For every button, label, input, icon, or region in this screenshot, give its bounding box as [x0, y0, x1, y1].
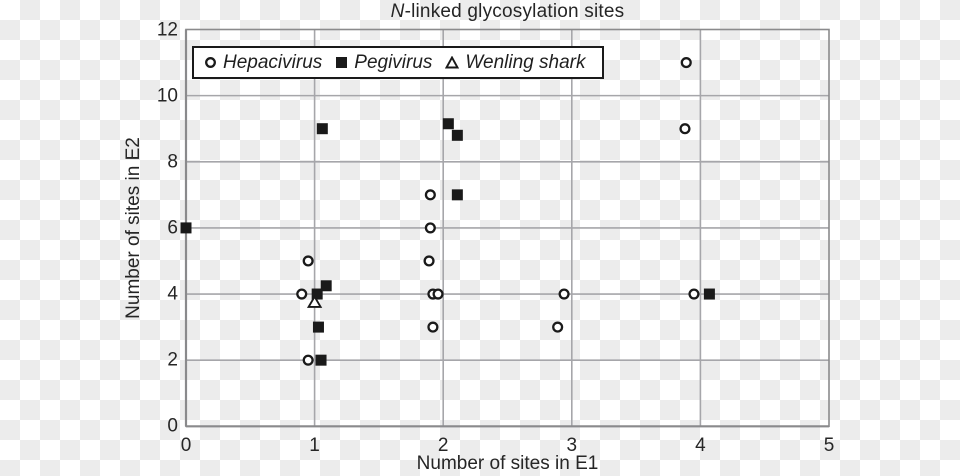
x-tick-label: 1	[309, 435, 320, 456]
legend-label-pegivirus: Pegivirus	[354, 51, 433, 73]
chart-title-italic-part: N	[390, 1, 405, 22]
pegivirus-point	[312, 321, 324, 333]
pegivirus-point	[180, 222, 192, 234]
pegivirus-point	[316, 123, 328, 135]
chart-title-rest-part: -linked glycosylation sites	[404, 1, 625, 22]
y-tick-label: 4	[167, 283, 178, 305]
y-tick-label: 6	[167, 217, 178, 239]
hepacivirus-point	[424, 222, 436, 234]
hepacivirus-point	[424, 189, 436, 201]
x-axis-label: Number of sites in E1	[416, 453, 599, 474]
hepacivirus-point	[302, 255, 314, 267]
wenling-shark-point	[306, 294, 323, 308]
y-tick-label: 12	[156, 19, 178, 40]
x-tick-label: 5	[823, 435, 835, 456]
hepacivirus-point	[296, 288, 308, 300]
legend-item-wenling-shark: Wenling shark	[445, 52, 585, 74]
hepacivirus-point	[680, 57, 692, 69]
y-tick-label: 2	[167, 349, 178, 371]
legend-label-hepacivirus: Hepacivirus	[223, 51, 323, 73]
hepacivirus-point	[427, 321, 439, 333]
pegivirus-point	[451, 129, 463, 141]
pegivirus-point	[320, 280, 332, 292]
legend-item-hepacivirus: Hepacivirus	[204, 52, 322, 74]
y-tick-label: 10	[156, 85, 178, 107]
x-tick-label: 3	[566, 435, 578, 456]
y-tick-label: 0	[167, 415, 178, 437]
hepacivirus-point	[423, 255, 435, 267]
x-tick-label: 0	[180, 435, 192, 456]
y-tick-label: 8	[167, 151, 178, 173]
chart-title: N-linked glycosylation sites	[186, 0, 829, 24]
hepacivirus-point	[302, 354, 314, 366]
pegivirus-point	[315, 354, 327, 366]
legend-item-pegivirus: Pegivirus	[335, 52, 432, 74]
hepacivirus-point	[679, 123, 691, 135]
pegivirus-point	[703, 288, 715, 300]
hepacivirus-point	[558, 288, 570, 300]
hepacivirus-point	[432, 288, 444, 300]
hepacivirus-point	[552, 321, 564, 333]
pegivirus-point	[442, 118, 454, 130]
filled-square-icon	[336, 57, 348, 68]
open-circle-icon	[205, 57, 216, 68]
x-tick-label: 4	[695, 435, 706, 456]
legend-label-wenling-shark: Wenling shark	[465, 51, 586, 73]
open-triangle-icon	[445, 56, 460, 69]
pegivirus-point	[451, 189, 463, 201]
pegivirus-point	[311, 288, 323, 300]
legend: Hepacivirus Pegivirus Wenling shark	[192, 46, 604, 79]
x-tick-label: 2	[437, 435, 449, 456]
hepacivirus-point	[688, 288, 700, 300]
